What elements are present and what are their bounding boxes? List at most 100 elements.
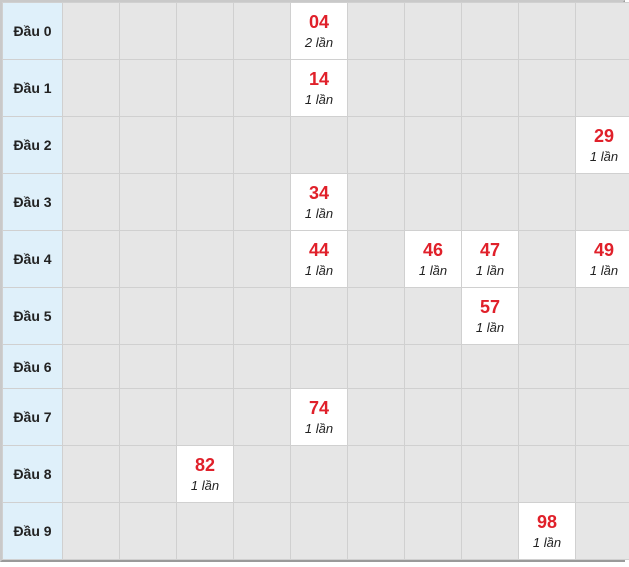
empty-cell — [347, 287, 405, 345]
empty-cell — [62, 388, 120, 446]
empty-cell — [119, 445, 177, 503]
occurrence-count: 1 lần — [304, 206, 334, 221]
empty-cell — [176, 502, 234, 560]
empty-cell — [575, 388, 629, 446]
empty-cell — [119, 344, 177, 389]
empty-cell — [575, 2, 629, 60]
occurrence-count: 1 lần — [475, 263, 505, 278]
empty-cell — [404, 173, 462, 231]
lottery-number: 74 — [308, 398, 330, 418]
grid-row: Đầu 6 — [2, 344, 629, 389]
empty-cell — [62, 59, 120, 117]
lottery-number: 44 — [308, 240, 330, 260]
grid-row: Đầu 4 44 1 lần 46 1 lần 47 1 lần 49 1 lần — [2, 230, 629, 288]
empty-cell — [119, 173, 177, 231]
empty-cell — [518, 388, 576, 446]
empty-cell — [62, 230, 120, 288]
number-cell: 47 1 lần — [461, 230, 519, 288]
empty-cell — [62, 502, 120, 560]
empty-cell — [62, 287, 120, 345]
empty-cell — [404, 344, 462, 389]
empty-cell — [461, 502, 519, 560]
lottery-number: 47 — [479, 240, 501, 260]
number-cell: 34 1 lần — [290, 173, 348, 231]
number-cell: 14 1 lần — [290, 59, 348, 117]
empty-cell — [62, 173, 120, 231]
number-cell: 98 1 lần — [518, 502, 576, 560]
grid-row: Đầu 7 74 1 lần — [2, 388, 629, 446]
lottery-number: 82 — [194, 455, 216, 475]
empty-cell — [176, 287, 234, 345]
grid-row: Đầu 2 29 1 lần — [2, 116, 629, 174]
occurrence-count: 1 lần — [475, 320, 505, 335]
empty-cell — [461, 116, 519, 174]
occurrence-count: 1 lần — [304, 92, 334, 107]
lottery-number: 57 — [479, 297, 501, 317]
empty-cell — [290, 344, 348, 389]
number-cell: 49 1 lần — [575, 230, 629, 288]
empty-cell — [518, 445, 576, 503]
number-cell: 04 2 lần — [290, 2, 348, 60]
empty-cell — [518, 116, 576, 174]
empty-cell — [119, 388, 177, 446]
empty-cell — [290, 502, 348, 560]
empty-cell — [176, 59, 234, 117]
occurrence-count: 1 lần — [532, 535, 562, 550]
empty-cell — [233, 388, 291, 446]
occurrence-count: 2 lần — [304, 35, 334, 50]
empty-cell — [461, 173, 519, 231]
number-cell: 57 1 lần — [461, 287, 519, 345]
empty-cell — [62, 445, 120, 503]
empty-cell — [461, 59, 519, 117]
empty-cell — [119, 116, 177, 174]
empty-cell — [461, 2, 519, 60]
empty-cell — [176, 2, 234, 60]
empty-cell — [518, 59, 576, 117]
empty-cell — [290, 116, 348, 174]
empty-cell — [176, 388, 234, 446]
empty-cell — [518, 173, 576, 231]
row-head-label: Đầu 4 — [2, 230, 63, 288]
empty-cell — [233, 445, 291, 503]
lottery-number: 98 — [536, 512, 558, 532]
empty-cell — [575, 287, 629, 345]
occurrence-count: 1 lần — [589, 149, 619, 164]
empty-cell — [404, 287, 462, 345]
row-head-label: Đầu 3 — [2, 173, 63, 231]
occurrence-count: 1 lần — [418, 263, 448, 278]
empty-cell — [461, 388, 519, 446]
empty-cell — [404, 388, 462, 446]
empty-cell — [233, 230, 291, 288]
row-head-label: Đầu 5 — [2, 287, 63, 345]
empty-cell — [518, 287, 576, 345]
empty-cell — [404, 59, 462, 117]
empty-cell — [404, 502, 462, 560]
empty-cell — [347, 173, 405, 231]
empty-cell — [119, 287, 177, 345]
row-head-label: Đầu 1 — [2, 59, 63, 117]
empty-cell — [233, 344, 291, 389]
row-head-label: Đầu 8 — [2, 445, 63, 503]
row-head-label: Đầu 9 — [2, 502, 63, 560]
empty-cell — [290, 287, 348, 345]
empty-cell — [347, 59, 405, 117]
lottery-number: 29 — [593, 126, 615, 146]
empty-cell — [233, 59, 291, 117]
grid-row: Đầu 5 57 1 lần — [2, 287, 629, 345]
row-head-label: Đầu 0 — [2, 2, 63, 60]
empty-cell — [347, 502, 405, 560]
empty-cell — [233, 287, 291, 345]
empty-cell — [290, 445, 348, 503]
number-cell: 29 1 lần — [575, 116, 629, 174]
empty-cell — [575, 502, 629, 560]
empty-cell — [233, 116, 291, 174]
empty-cell — [233, 173, 291, 231]
grid-row: Đầu 8 82 1 lần — [2, 445, 629, 503]
empty-cell — [176, 230, 234, 288]
empty-cell — [347, 344, 405, 389]
empty-cell — [404, 116, 462, 174]
empty-cell — [575, 344, 629, 389]
empty-cell — [461, 344, 519, 389]
empty-cell — [119, 2, 177, 60]
empty-cell — [575, 445, 629, 503]
